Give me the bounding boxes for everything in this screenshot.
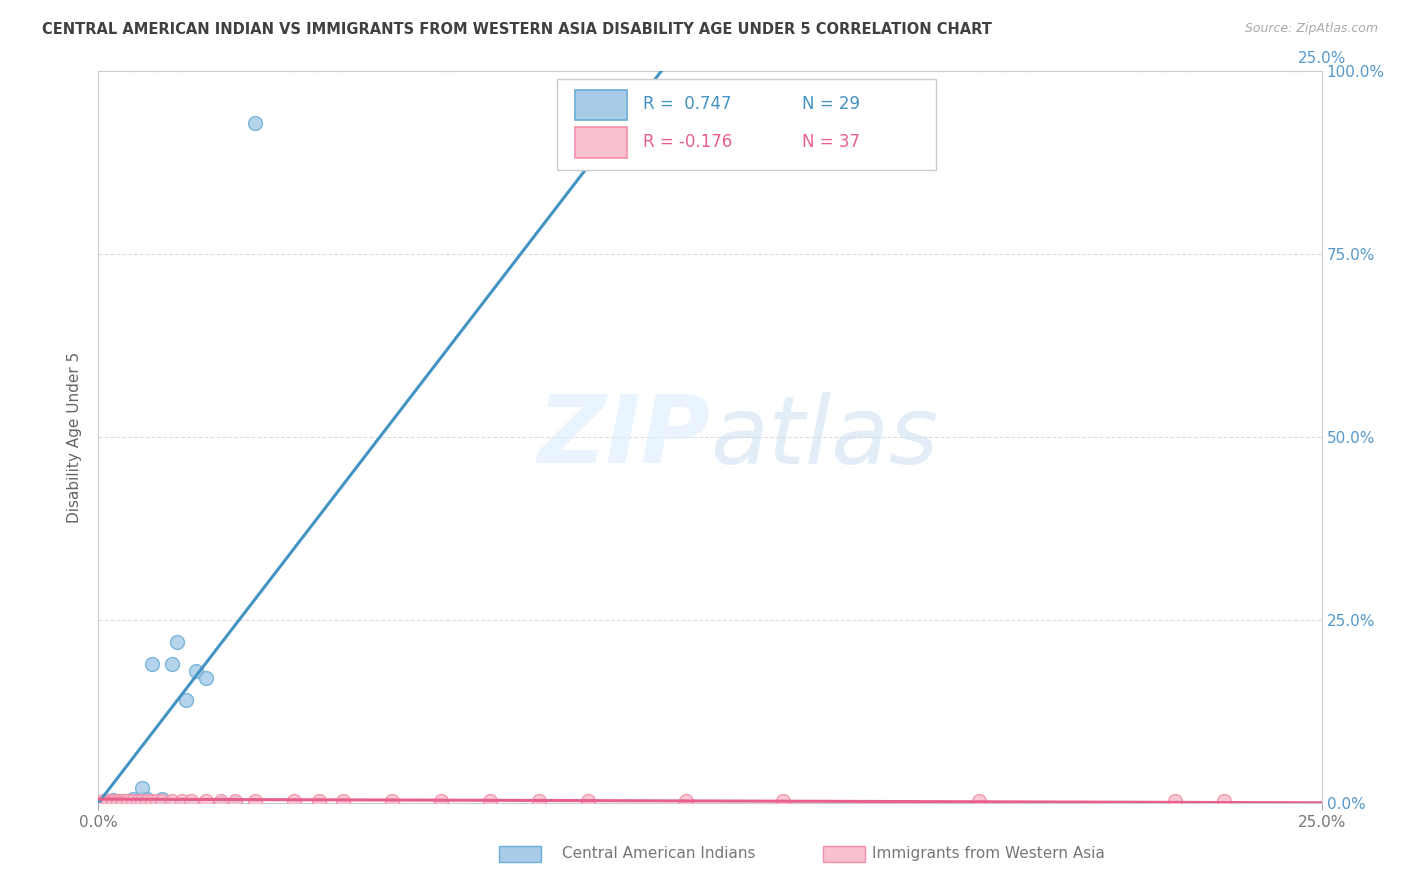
Point xyxy=(308,794,330,808)
Point xyxy=(146,794,169,808)
Point xyxy=(527,794,550,808)
Point xyxy=(101,796,124,810)
Point xyxy=(101,796,124,810)
Point xyxy=(127,794,149,808)
Point xyxy=(186,664,208,678)
Point xyxy=(243,794,266,808)
Point xyxy=(141,657,163,671)
Point xyxy=(111,794,134,808)
FancyBboxPatch shape xyxy=(575,127,627,158)
Text: CENTRAL AMERICAN INDIAN VS IMMIGRANTS FROM WESTERN ASIA DISABILITY AGE UNDER 5 C: CENTRAL AMERICAN INDIAN VS IMMIGRANTS FR… xyxy=(42,22,993,37)
Text: Immigrants from Western Asia: Immigrants from Western Asia xyxy=(872,847,1105,861)
Point xyxy=(195,794,218,808)
Point xyxy=(1212,794,1234,808)
FancyBboxPatch shape xyxy=(557,78,936,170)
Point xyxy=(107,794,129,808)
Point xyxy=(224,794,246,808)
Point xyxy=(107,796,129,810)
Point xyxy=(111,794,134,808)
Point xyxy=(478,794,501,808)
Point xyxy=(576,794,599,808)
Point xyxy=(150,792,173,806)
Point xyxy=(121,794,143,808)
Point xyxy=(675,794,697,808)
Point xyxy=(176,693,198,707)
Y-axis label: Disability Age Under 5: Disability Age Under 5 xyxy=(67,351,83,523)
Text: atlas: atlas xyxy=(710,392,938,483)
Point xyxy=(131,781,153,796)
Point xyxy=(91,794,114,808)
Point xyxy=(180,794,202,808)
Point xyxy=(101,793,124,807)
Point xyxy=(131,794,153,808)
Point xyxy=(1164,794,1187,808)
Point xyxy=(127,796,149,810)
Point xyxy=(146,796,169,810)
FancyBboxPatch shape xyxy=(575,89,627,120)
Point xyxy=(117,796,139,810)
Point xyxy=(91,796,114,810)
Point xyxy=(111,796,134,810)
Point xyxy=(111,796,134,810)
Point xyxy=(166,635,188,649)
Point xyxy=(117,794,139,808)
Point xyxy=(107,796,129,810)
Point xyxy=(97,796,120,810)
Point xyxy=(150,794,173,808)
Point xyxy=(772,794,794,808)
Text: Central American Indians: Central American Indians xyxy=(562,847,756,861)
Point xyxy=(136,794,159,808)
Point xyxy=(332,794,354,808)
Text: R = -0.176: R = -0.176 xyxy=(643,133,733,152)
Point xyxy=(209,796,232,810)
Point xyxy=(97,794,120,808)
Point xyxy=(224,796,246,810)
Point xyxy=(121,794,143,808)
Point xyxy=(101,794,124,808)
Point xyxy=(97,794,120,808)
Point xyxy=(121,792,143,806)
Text: R =  0.747: R = 0.747 xyxy=(643,95,731,113)
Text: N = 37: N = 37 xyxy=(801,133,860,152)
Point xyxy=(107,794,129,808)
Point xyxy=(243,115,266,129)
Point xyxy=(160,657,183,671)
Point xyxy=(381,794,404,808)
Text: Source: ZipAtlas.com: Source: ZipAtlas.com xyxy=(1244,22,1378,36)
Point xyxy=(131,792,153,806)
Point xyxy=(430,794,453,808)
Point xyxy=(967,794,990,808)
Point xyxy=(127,794,149,808)
Point xyxy=(141,794,163,808)
Point xyxy=(209,794,232,808)
Point xyxy=(136,792,159,806)
Point xyxy=(283,794,305,808)
Point xyxy=(117,794,139,808)
Text: ZIP: ZIP xyxy=(537,391,710,483)
Point xyxy=(97,796,120,810)
Point xyxy=(160,794,183,808)
Point xyxy=(170,794,193,808)
Point xyxy=(195,672,218,686)
Text: N = 29: N = 29 xyxy=(801,95,860,113)
